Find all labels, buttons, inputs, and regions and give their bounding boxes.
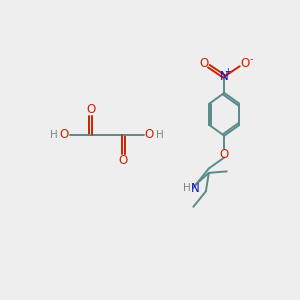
- Text: O: O: [220, 148, 229, 161]
- Text: O: O: [118, 154, 128, 167]
- Text: +: +: [224, 67, 231, 76]
- Text: O: O: [240, 57, 249, 70]
- Text: H: H: [183, 183, 191, 193]
- Text: -: -: [249, 54, 253, 64]
- Text: N: N: [220, 70, 229, 83]
- Text: O: O: [200, 57, 209, 70]
- Text: O: O: [145, 128, 154, 141]
- Text: H: H: [156, 130, 164, 140]
- Text: O: O: [86, 103, 95, 116]
- Text: O: O: [60, 128, 69, 141]
- Text: H: H: [50, 130, 58, 140]
- Text: N: N: [191, 182, 200, 195]
